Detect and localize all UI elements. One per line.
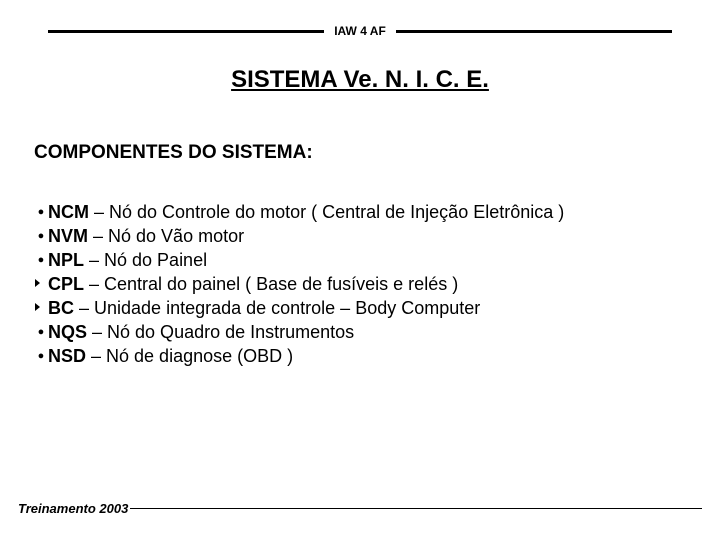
list-item: ●NCM – Nó do Controle do motor ( Central…	[34, 200, 564, 224]
list-item: ●NQS – Nó do Quadro de Instrumentos	[34, 320, 564, 344]
list-item-desc: – Nó do Controle do motor ( Central de I…	[89, 202, 564, 222]
list-item-desc: – Nó do Painel	[84, 250, 207, 270]
bullet-icon: ●	[34, 200, 48, 224]
list-item-desc: – Nó do Vão motor	[88, 226, 244, 246]
bullet-icon: ●	[34, 344, 48, 368]
list-item: ●NSD – Nó de diagnose (OBD )	[34, 344, 564, 368]
component-list: ●NCM – Nó do Controle do motor ( Central…	[34, 200, 564, 368]
list-item-text: NVM – Nó do Vão motor	[48, 224, 244, 248]
list-item: ●NPL – Nó do Painel	[34, 248, 564, 272]
footer-rule	[130, 508, 702, 509]
page-title: SISTEMA Ve. N. I. C. E.	[0, 66, 720, 94]
list-item-term: NSD	[48, 346, 86, 366]
footer: Treinamento 2003	[18, 501, 702, 516]
section-subheading: COMPONENTES DO SISTEMA:	[34, 142, 313, 164]
bullet-icon: ●	[34, 320, 48, 344]
footer-label: Treinamento 2003	[18, 501, 128, 516]
list-item-term: CPL	[48, 274, 84, 294]
list-item-term: NCM	[48, 202, 89, 222]
list-item-term: NPL	[48, 250, 84, 270]
list-item-text: NCM – Nó do Controle do motor ( Central …	[48, 200, 564, 224]
list-item-text: BC – Unidade integrada de controle – Bod…	[48, 296, 480, 320]
list-item-text: NQS – Nó do Quadro de Instrumentos	[48, 320, 354, 344]
bullet-icon: ●	[34, 248, 48, 272]
list-item-desc: – Central do painel ( Base de fusíveis e…	[84, 274, 458, 294]
list-item-text: CPL – Central do painel ( Base de fusíve…	[48, 272, 458, 296]
list-item: CPL – Central do painel ( Base de fusíve…	[34, 272, 564, 296]
chevron-icon	[34, 272, 48, 288]
list-item-desc: – Nó do Quadro de Instrumentos	[87, 322, 354, 342]
list-item: BC – Unidade integrada de controle – Bod…	[34, 296, 564, 320]
list-item-text: NPL – Nó do Painel	[48, 248, 207, 272]
header-rule: IAW 4 AF	[0, 24, 720, 38]
list-item-term: BC	[48, 298, 74, 318]
list-item-text: NSD – Nó de diagnose (OBD )	[48, 344, 293, 368]
list-item: ●NVM – Nó do Vão motor	[34, 224, 564, 248]
list-item-desc: – Nó de diagnose (OBD )	[86, 346, 293, 366]
rule-left	[48, 30, 324, 33]
header-label: IAW 4 AF	[334, 24, 386, 38]
list-item-desc: – Unidade integrada de controle – Body C…	[74, 298, 480, 318]
list-item-term: NQS	[48, 322, 87, 342]
chevron-icon	[34, 296, 48, 312]
rule-right	[396, 30, 672, 33]
list-item-term: NVM	[48, 226, 88, 246]
bullet-icon: ●	[34, 224, 48, 248]
